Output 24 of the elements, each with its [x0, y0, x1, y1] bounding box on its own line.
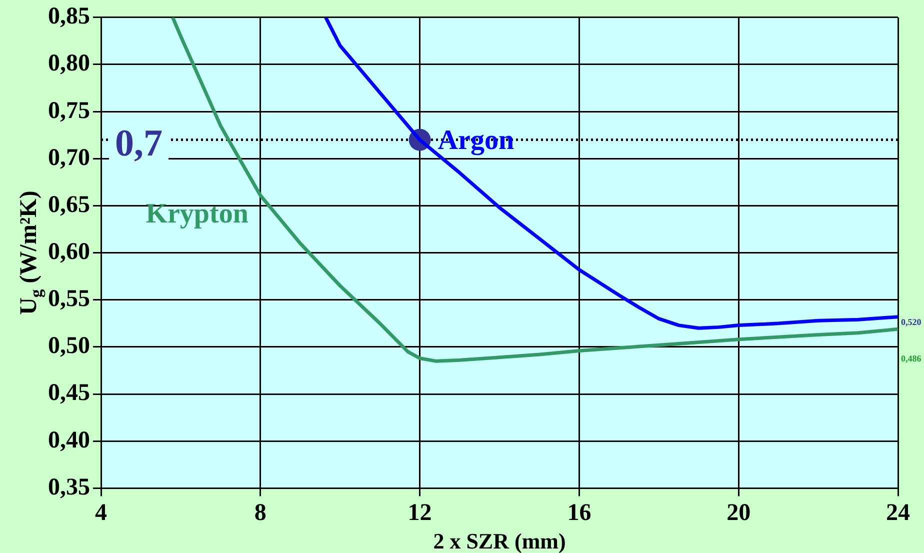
y-axis-title: Ug (W/m²K)	[16, 190, 46, 315]
y-tick-label: 0,50	[48, 333, 90, 360]
y-tick-label: 0,45	[48, 380, 90, 406]
x-tick-label: 20	[726, 500, 751, 526]
y-tick-label: 0,40	[48, 427, 90, 454]
y-tick-label: 0,60	[48, 239, 90, 266]
x-tick-label: 24	[886, 500, 910, 526]
y-tick-label: 0,55	[48, 286, 90, 312]
ref-line-label: 0,7	[115, 122, 162, 165]
y-tick-label: 0,35	[48, 474, 90, 500]
y-tick-label: 0,80	[48, 50, 90, 77]
x-tick-label: 8	[254, 500, 266, 526]
text: 0,520	[901, 317, 922, 328]
y-tick-label: 0,75	[48, 98, 90, 124]
x-tick-label: 16	[567, 500, 592, 526]
series-label: Krypton	[146, 198, 249, 230]
x-axis-title: 2 x SZR (mm)	[433, 528, 566, 553]
y-tick-label: 0,65	[48, 192, 90, 218]
x-tick-label: 4	[95, 500, 107, 526]
y-tick-label: 0,70	[48, 144, 90, 171]
y-tick-label: 0,85	[48, 4, 90, 30]
series-label: Argon	[438, 125, 514, 156]
x-tick-label: 12	[408, 500, 432, 526]
text: 0,486	[901, 353, 922, 364]
